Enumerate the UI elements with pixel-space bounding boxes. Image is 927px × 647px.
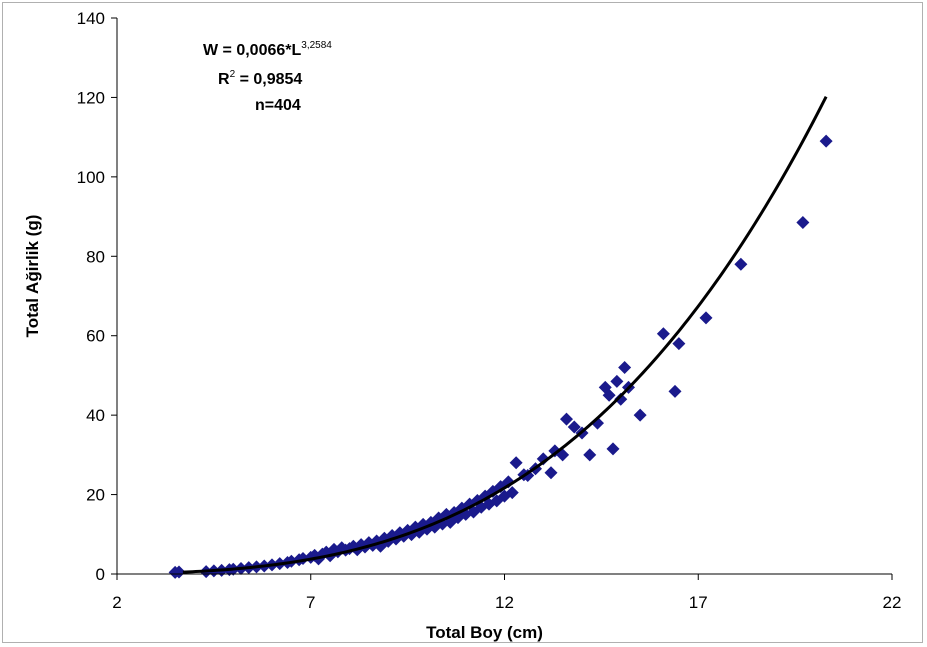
- data-point: [610, 374, 624, 388]
- data-point: [796, 216, 810, 230]
- equation-annotation: W = 0,0066*L3,2584 R2 = 0,9854 n=404: [203, 40, 332, 114]
- x-axis-ticks: 2 7 12 17 22: [112, 574, 901, 612]
- y-tick-label: 60: [86, 327, 105, 346]
- data-point: [699, 311, 713, 325]
- r-squared-superscript: 2: [230, 69, 236, 80]
- data-point: [656, 327, 670, 341]
- data-point: [614, 392, 628, 406]
- data-points: [168, 134, 833, 579]
- y-tick-label: 20: [86, 486, 105, 505]
- y-tick-label: 0: [96, 565, 105, 584]
- data-point: [618, 360, 632, 374]
- data-point: [536, 452, 550, 466]
- data-point: [509, 456, 523, 470]
- x-tick-label: 12: [495, 593, 514, 612]
- data-point: [668, 384, 682, 398]
- equation-text: W = 0,0066*L: [203, 42, 302, 59]
- data-point: [560, 412, 573, 426]
- x-tick-label: 22: [883, 593, 902, 612]
- equation-line: W = 0,0066*L3,2584: [203, 40, 332, 59]
- fit-curve: [182, 95, 828, 574]
- data-point: [672, 337, 686, 351]
- y-tick-label: 120: [77, 88, 105, 107]
- x-tick-label: 7: [306, 593, 315, 612]
- data-point: [734, 257, 748, 271]
- data-point: [602, 388, 616, 402]
- x-tick-label: 2: [112, 593, 121, 612]
- data-point: [567, 420, 581, 434]
- r-squared-value: = 0,9854: [235, 71, 302, 88]
- y-tick-label: 40: [86, 406, 105, 425]
- y-tick-label: 100: [77, 168, 105, 187]
- y-tick-label: 140: [77, 9, 105, 28]
- x-tick-label: 17: [689, 593, 708, 612]
- y-tick-label: 80: [86, 247, 105, 266]
- r-squared-symbol: R: [218, 71, 230, 88]
- data-point: [505, 486, 519, 500]
- y-axis-title: Total Ağirlik (g): [23, 215, 42, 338]
- x-axis-title: Total Boy (cm): [426, 623, 543, 642]
- data-point: [459, 507, 473, 521]
- data-point: [583, 448, 597, 462]
- data-point: [633, 408, 647, 422]
- data-point: [544, 466, 558, 480]
- data-point: [172, 565, 186, 579]
- equation-exponent: 3,2584: [301, 40, 332, 51]
- r-squared-line: R2 = 0,9854: [218, 69, 302, 88]
- sample-size: n=404: [255, 97, 301, 114]
- data-point: [819, 134, 833, 148]
- data-point: [606, 442, 620, 456]
- y-axis-ticks: 0 20 40 60 80 100 120 140: [77, 9, 117, 584]
